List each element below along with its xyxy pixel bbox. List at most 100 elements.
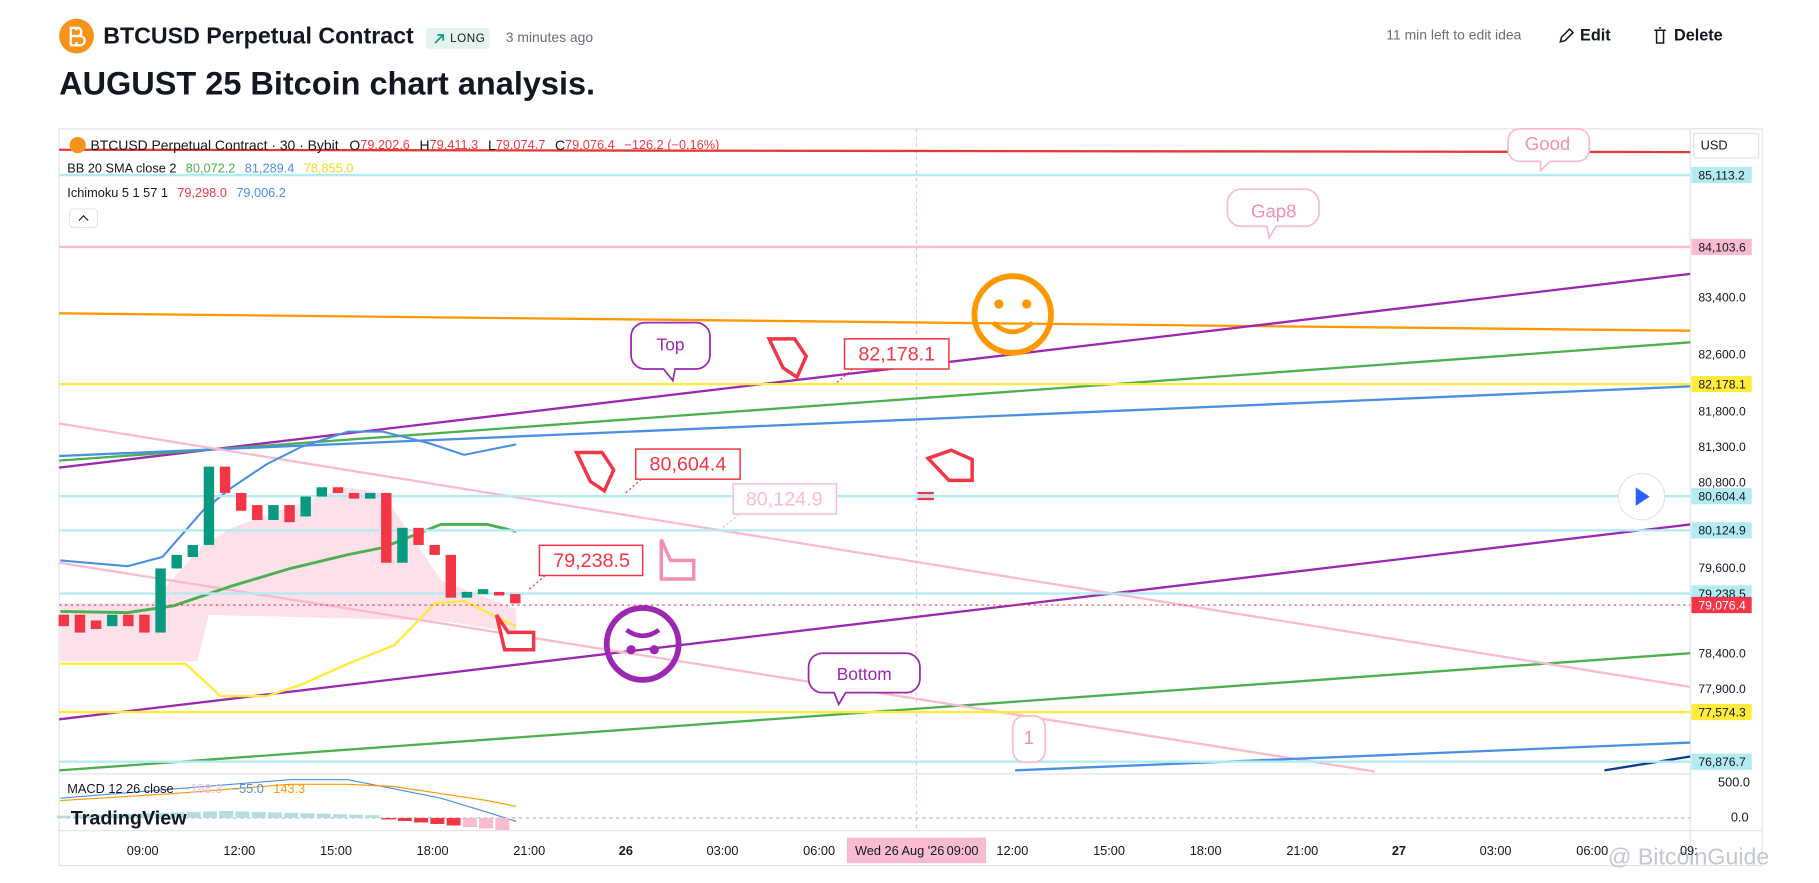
price-tick-label: 82,178.1 xyxy=(1698,377,1746,391)
legend-icon xyxy=(69,136,86,154)
price-tick-label: 83,400.0 xyxy=(1698,290,1746,304)
time-tick-label: 03:00 xyxy=(707,843,739,858)
candle xyxy=(219,466,231,493)
trend-line xyxy=(59,385,1691,458)
macd-bar xyxy=(186,811,201,818)
price-tick-label: 79,600.0 xyxy=(1698,561,1746,575)
marker xyxy=(917,497,934,501)
candle xyxy=(74,614,86,633)
legend-row: BTCUSD Perpetual Contract · 30 · Bybit O… xyxy=(90,137,719,153)
legend-o: O xyxy=(349,137,360,153)
trend-line xyxy=(58,422,1691,689)
price-note xyxy=(732,483,838,515)
macd-hist-value: −198.3 xyxy=(183,781,222,796)
macd-bar xyxy=(462,817,477,827)
macd-bar xyxy=(154,812,169,818)
collapse-icon[interactable] xyxy=(78,215,89,221)
frowny-eye xyxy=(626,645,636,655)
legend-symbol: BTCUSD Perpetual Contract · 30 · Bybit xyxy=(90,137,338,153)
price-label-bg xyxy=(1691,166,1752,184)
smiley-eye xyxy=(1022,299,1032,309)
time-tick-label: 03:00 xyxy=(1480,843,1512,858)
price-note-text: 79,238.5 xyxy=(553,550,630,572)
macd-pane xyxy=(56,779,1691,831)
macd-bar xyxy=(495,817,510,831)
macd-bar xyxy=(414,817,429,823)
symbol: BTCUSD Perpetual Contract xyxy=(103,22,414,48)
frowny-brow xyxy=(625,628,661,639)
candle xyxy=(123,614,134,627)
time-tick-label: 15:00 xyxy=(1093,843,1125,858)
candle xyxy=(106,614,118,627)
legend-c: C xyxy=(555,137,565,153)
price-tick-label: 76,876.7 xyxy=(1698,755,1746,769)
macd-bar xyxy=(365,815,380,818)
time-tick-label: 18:00 xyxy=(1190,843,1222,858)
trend-line xyxy=(1604,755,1691,772)
delete-button[interactable]: Delete xyxy=(1674,26,1723,44)
candle xyxy=(187,544,199,558)
currency-box[interactable] xyxy=(1693,132,1760,159)
legend-open: 79,202.6 xyxy=(360,138,410,153)
macd-tick: 0.0 xyxy=(1731,809,1749,824)
macd-bar xyxy=(446,817,461,826)
bb-basis xyxy=(60,522,517,615)
watermark: @ BitcoinGuide xyxy=(1608,844,1769,870)
price-note-text: 82,178.1 xyxy=(858,343,935,365)
candle xyxy=(203,466,215,545)
candle xyxy=(477,589,489,595)
hand-icon xyxy=(494,613,536,652)
macd-legend: MACD 12 26 close −198.3 −55.0 143.3 xyxy=(67,781,305,796)
price-tick-label: 84,103.6 xyxy=(1698,240,1746,254)
candle xyxy=(235,492,247,511)
smiley-mouth xyxy=(991,320,1035,335)
candle xyxy=(171,554,182,569)
time-tick-label: 12:00 xyxy=(223,843,255,858)
macd-bar xyxy=(397,817,412,821)
macd-bar xyxy=(430,817,445,824)
frowny xyxy=(603,605,682,683)
replay-icon[interactable] xyxy=(1635,487,1650,506)
macd-bar xyxy=(138,813,152,818)
candle xyxy=(445,554,457,598)
price-tick-label: 85,113.2 xyxy=(1698,168,1745,182)
time-tick-label: 21:00 xyxy=(513,843,545,858)
price-label-bg xyxy=(1691,753,1752,770)
edit-button[interactable]: Edit xyxy=(1580,26,1611,44)
legend-l: L xyxy=(488,137,496,153)
candle xyxy=(413,527,424,545)
candle xyxy=(348,492,360,499)
price-label-bg xyxy=(1691,238,1752,256)
time-tick-label: 18:00 xyxy=(417,843,449,858)
macd-bar xyxy=(479,817,494,829)
tv-logo: TradingView xyxy=(71,807,187,829)
time-tick-label: 21:00 xyxy=(1286,843,1318,858)
bb-upper-value: 81,289.4 xyxy=(245,161,295,176)
candle xyxy=(493,591,505,596)
price-label-bg xyxy=(1691,596,1752,614)
delete-icon[interactable] xyxy=(1654,27,1666,44)
candle xyxy=(429,544,440,555)
macd-bar xyxy=(251,811,266,818)
note-pointer xyxy=(722,513,740,529)
callout xyxy=(1011,714,1047,764)
price-tick-label: 82,600.0 xyxy=(1698,347,1746,361)
trend-line xyxy=(59,272,1691,469)
edit-icon[interactable] xyxy=(1559,28,1575,43)
callout-text: Gap8 xyxy=(1251,200,1296,221)
candle xyxy=(332,487,344,493)
macd-bar xyxy=(316,813,331,818)
marker xyxy=(917,491,934,495)
macd-bar xyxy=(203,811,217,818)
time-tick-label: 26 xyxy=(619,843,633,858)
idea-title: AUGUST 25 Bitcoin chart analysis. xyxy=(59,66,595,102)
currency[interactable]: USD xyxy=(1701,138,1728,153)
candle xyxy=(90,620,102,629)
macd-signal-value: 143.3 xyxy=(273,781,305,796)
candle xyxy=(155,568,166,633)
macd-bar xyxy=(73,815,88,818)
macd-bar xyxy=(56,815,71,818)
collapse-button[interactable] xyxy=(69,208,99,229)
time-tick-label: 06:00 xyxy=(1576,843,1608,858)
